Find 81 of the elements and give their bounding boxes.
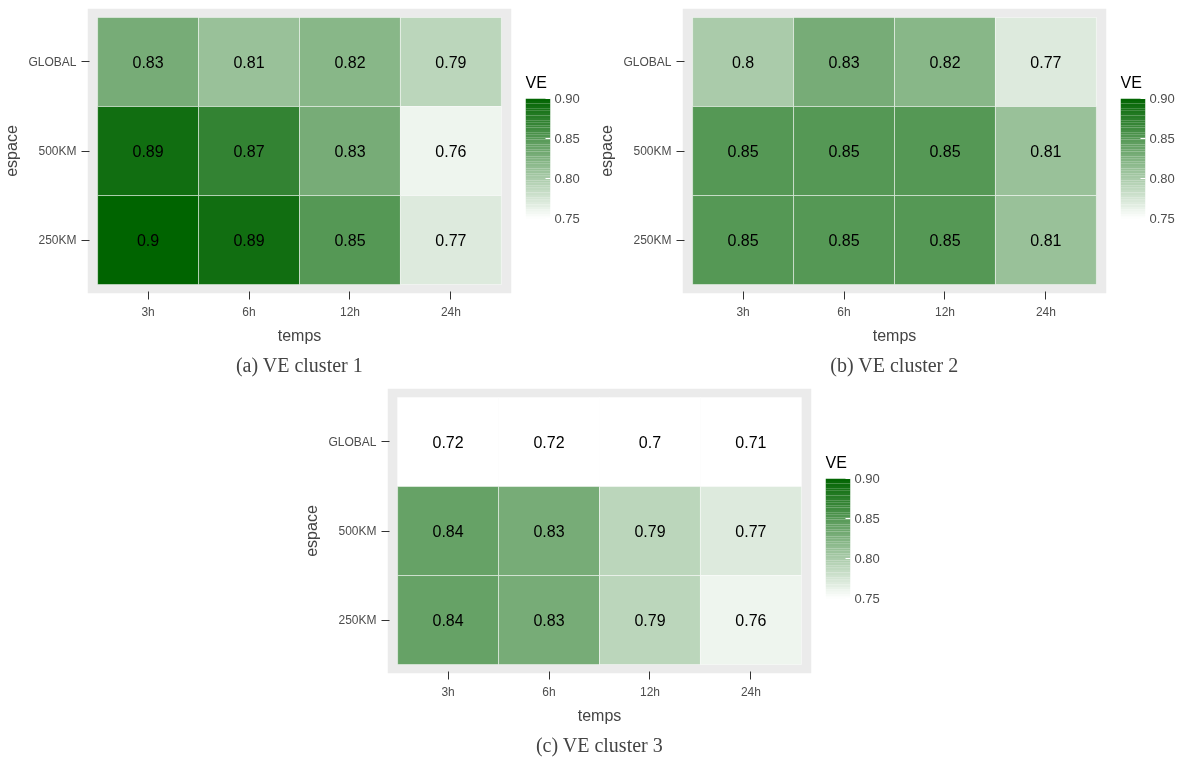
y-tick-label: GLOBAL [28, 54, 77, 69]
color-bar-label: 0.85 [1149, 131, 1175, 147]
data-label: 0.71 [735, 433, 767, 451]
x-tick-label: 3h [141, 304, 155, 319]
y-tick-label: 500KM [338, 524, 377, 538]
data-label: 0.81 [1030, 143, 1062, 160]
data-label: 0.85 [727, 232, 759, 250]
x-tick-label: 6h [837, 304, 851, 319]
x-tick-label: 3h [736, 304, 750, 319]
color-bar-label: 0.85 [554, 131, 580, 147]
x-tick-label: 6h [242, 304, 256, 319]
x-tick-label: 12h [639, 684, 660, 699]
y-tick-label: 250KM [338, 613, 377, 628]
data-label: 0.84 [432, 612, 464, 630]
y-axis-title: espace [3, 125, 21, 177]
data-label: 0.84 [432, 523, 464, 540]
color-bar-label: 0.80 [854, 551, 880, 567]
data-label: 0.82 [334, 53, 366, 71]
data-label: 0.79 [634, 523, 666, 540]
data-label: 0.85 [828, 143, 860, 160]
data-label: 0.83 [533, 612, 565, 630]
x-axis-title: temps [872, 326, 917, 344]
data-label: 0.81 [233, 53, 265, 71]
data-label: 0.8 [731, 53, 755, 71]
color-bar-label: 0.80 [1149, 171, 1175, 187]
x-tick-label: 12h [934, 304, 955, 319]
data-label: 0.83 [132, 53, 164, 71]
x-tick-label: 6h [542, 684, 556, 699]
data-label: 0.85 [334, 232, 366, 250]
y-tick-label: 500KM [633, 144, 672, 158]
data-label: 0.81 [1030, 232, 1062, 250]
data-label: 0.85 [727, 143, 759, 160]
color-bar-label: 0.75 [554, 211, 580, 227]
x-axis-title: temps [577, 706, 622, 724]
x-tick-label: 3h [441, 684, 455, 699]
y-tick-label: GLOBAL [623, 54, 672, 69]
color-bar-label: 0.90 [554, 91, 580, 107]
y-tick-label: 250KM [38, 233, 77, 248]
x-tick-label: 24h [740, 684, 761, 699]
data-label: 0.87 [233, 143, 265, 160]
text: (c) VE cluster 3 [535, 733, 663, 757]
data-label: 0.85 [929, 232, 961, 250]
x-axis-title: temps [277, 326, 322, 344]
color-bar-label: 0.85 [854, 511, 880, 527]
color-bar-title: VE [525, 74, 547, 92]
data-label: 0.85 [929, 143, 961, 160]
data-label: 0.82 [929, 53, 961, 71]
data-label: 0.83 [828, 53, 860, 71]
text: (b) VE cluster 2 [830, 353, 959, 377]
x-tick-label: 24h [440, 304, 461, 319]
data-label: 0.77 [435, 232, 467, 250]
data-label: 0.83 [334, 143, 366, 160]
color-bar-label: 0.90 [854, 471, 880, 487]
color-bar-title: VE [1120, 74, 1142, 92]
y-axis-title: espace [303, 505, 321, 557]
data-label: 0.79 [634, 612, 666, 630]
data-label: 0.79 [435, 53, 467, 71]
data-label: 0.89 [132, 143, 164, 160]
y-axis-title: espace [598, 125, 616, 177]
data-label: 0.83 [533, 523, 565, 540]
color-bar-label: 0.75 [1149, 211, 1175, 227]
data-label: 0.76 [735, 612, 767, 630]
y-tick-label: 250KM [633, 233, 672, 248]
data-label: 0.72 [432, 433, 464, 451]
data-label: 0.9 [136, 232, 160, 250]
color-bar-label: 0.90 [1149, 91, 1175, 107]
data-label: 0.7 [638, 433, 662, 451]
color-bar-title: VE [825, 454, 847, 472]
text: (a) VE cluster 1 [235, 353, 363, 377]
color-bar-label: 0.80 [554, 171, 580, 187]
y-tick-label: GLOBAL [328, 434, 377, 449]
data-label: 0.77 [735, 523, 767, 540]
data-label: 0.85 [828, 232, 860, 250]
color-bar-label: 0.75 [854, 591, 880, 607]
data-label: 0.72 [533, 433, 565, 451]
data-label: 0.89 [233, 232, 265, 250]
data-label: 0.76 [435, 143, 467, 160]
x-tick-label: 12h [339, 304, 360, 319]
x-tick-label: 24h [1035, 304, 1056, 319]
data-label: 0.77 [1030, 53, 1062, 71]
y-tick-label: 500KM [38, 144, 77, 158]
